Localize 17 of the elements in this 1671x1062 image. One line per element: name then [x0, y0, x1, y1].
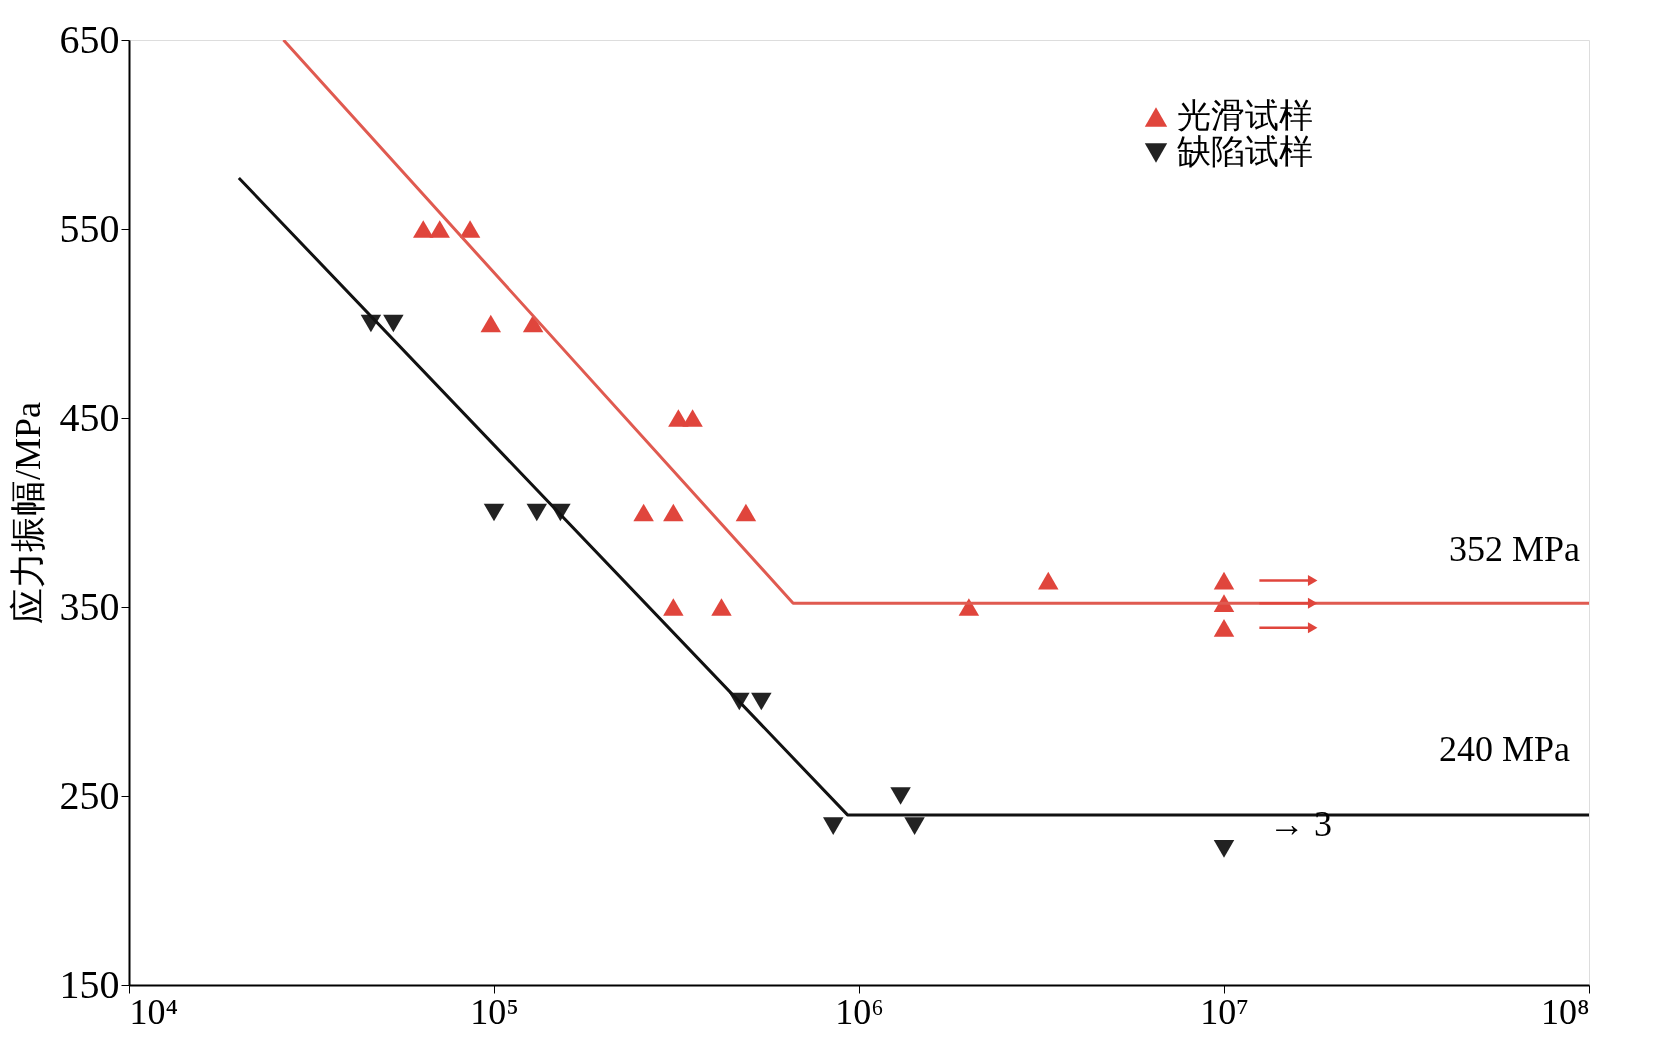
y-tick-label: 450: [59, 394, 120, 440]
x-tick-label: 10⁵: [470, 991, 519, 1032]
annotation: 352 MPa: [1449, 529, 1581, 569]
x-tick-label: 10⁷: [1200, 991, 1249, 1032]
x-tick-label: 10⁶: [835, 991, 884, 1032]
x-tick-label: 10⁸: [1540, 991, 1590, 1032]
y-tick-label: 350: [59, 583, 120, 629]
y-axis-title: 应力振幅/MPa: [7, 401, 48, 625]
y-tick-label: 250: [59, 772, 120, 818]
y-tick-label: 150: [59, 961, 120, 1007]
annotation: → 3: [1269, 804, 1332, 844]
legend-label: 缺陷试样: [1177, 133, 1313, 170]
x-tick-label: 10⁴: [129, 991, 179, 1032]
y-tick-label: 650: [59, 16, 120, 62]
legend-label: 光滑试样: [1177, 97, 1313, 134]
annotation: 240 MPa: [1439, 729, 1571, 769]
y-tick-label: 550: [59, 205, 120, 251]
